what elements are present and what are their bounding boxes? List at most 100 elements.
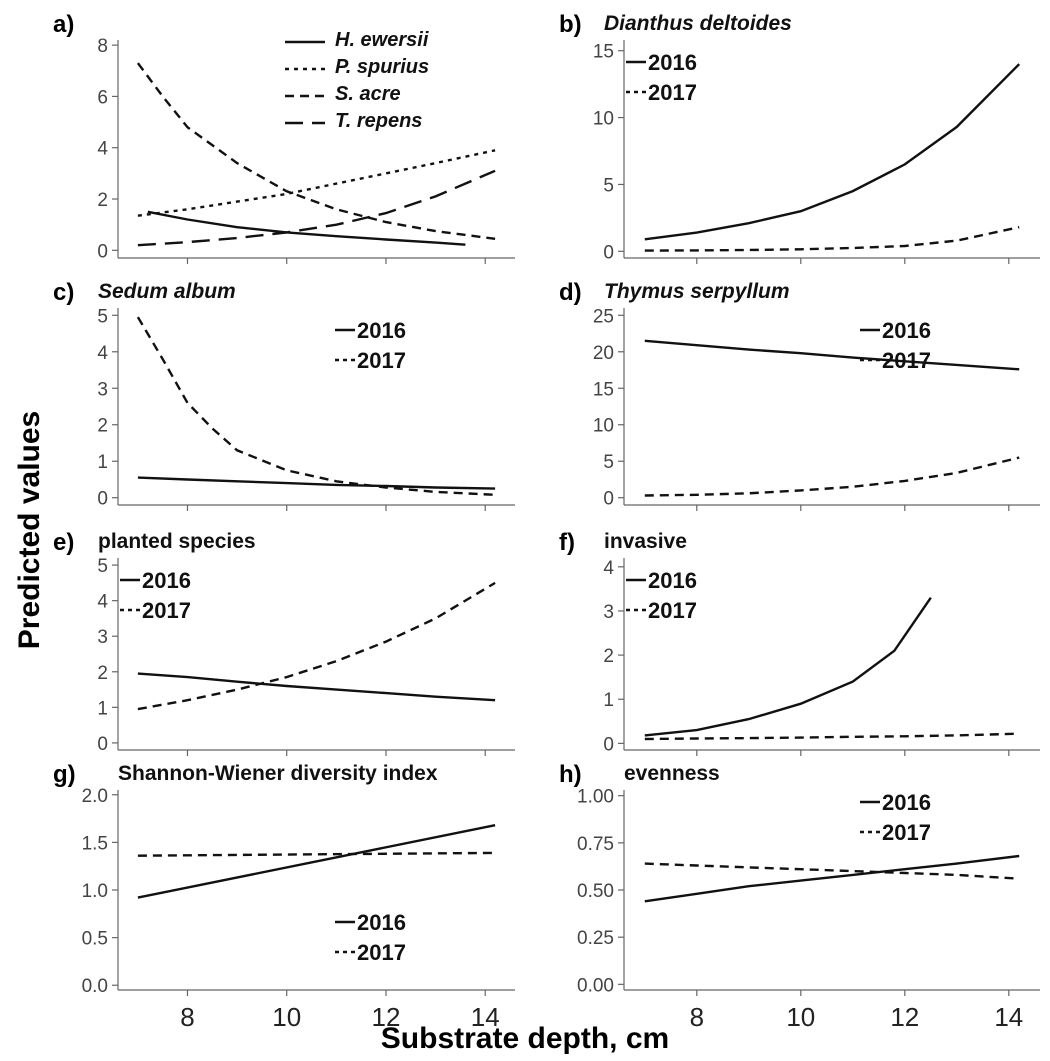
- series-line-2017: [137, 581, 496, 711]
- legend: 2016 2017: [335, 910, 406, 965]
- series-line-2017: [644, 732, 1020, 741]
- legend-label: 2017: [357, 348, 406, 373]
- y-tick-label: 8: [97, 36, 108, 57]
- x-tick-label: 14: [994, 1002, 1023, 1032]
- legend-label: 2017: [648, 598, 697, 623]
- legend-label: 2016: [142, 568, 191, 593]
- series-line-2016: [137, 672, 496, 702]
- series-line-2016: [137, 824, 496, 899]
- x-tick-label: 8: [180, 1002, 194, 1032]
- y-tick-label: 4: [97, 139, 108, 160]
- series-line-h-ewersii: [147, 210, 466, 246]
- legend-label: 2016: [357, 910, 406, 935]
- y-tick-label: 0: [97, 241, 108, 262]
- y-tick-label: 5: [97, 556, 108, 577]
- panel-title: evenness: [624, 762, 720, 785]
- y-tick-label: 20: [593, 343, 614, 364]
- y-tick-label: 5: [97, 306, 108, 327]
- x-tick-label: 14: [471, 1002, 500, 1032]
- legend-label: 2017: [648, 80, 697, 105]
- y-tick-label: 3: [97, 379, 108, 400]
- y-tick-label: 5: [603, 452, 614, 473]
- y-tick-label: 2: [97, 190, 108, 211]
- y-tick-label: 15: [593, 42, 614, 63]
- panel-d: 0 5 10 15 20 25 d) Thymus serpyllum 2016 2017: [559, 279, 1040, 511]
- series-line-p-spurius: [137, 149, 496, 217]
- panel-letter: f): [559, 529, 575, 556]
- panel-title: Shannon-Wiener diversity index: [118, 762, 438, 785]
- y-tick-label: 0: [603, 489, 614, 510]
- y-tick-label: 2.0: [82, 786, 108, 807]
- y-tick-label: 1.00: [577, 787, 614, 808]
- x-tick-label: 12: [372, 1002, 401, 1032]
- x-axis-label: Substrate depth, cm: [380, 1022, 670, 1055]
- x-tick-label: 10: [786, 1002, 815, 1032]
- y-tick-label: 0.0: [82, 976, 108, 997]
- series-line-2017: [644, 456, 1020, 497]
- panel-letter: a): [53, 11, 74, 38]
- panel-f: 0 1 2 3 4 f) invasive 2016 2017: [559, 529, 1040, 756]
- legend: 2016 2017: [335, 318, 406, 373]
- y-tick-label: 0.50: [577, 881, 614, 902]
- panel-title: planted species: [98, 530, 256, 553]
- series-line-s-acre: [136, 62, 496, 240]
- y-tick-label: 0.00: [577, 975, 614, 996]
- panel-e: 0 1 2 3 4 5 e) planted species 2016 2017: [53, 529, 515, 756]
- legend-label: 2016: [648, 568, 697, 593]
- y-tick-label: 2: [603, 646, 614, 667]
- legend-label: 2017: [882, 820, 931, 845]
- series-line-t-repens: [137, 169, 496, 247]
- y-tick-label: 0.25: [577, 928, 614, 949]
- legend-label: H. ewersii: [335, 29, 429, 51]
- x-tick-label: 8: [690, 1002, 704, 1032]
- legend-label: T. repens: [335, 110, 422, 132]
- y-tick-label: 0: [603, 242, 614, 263]
- legend-label: 2016: [357, 318, 406, 343]
- x-tick-label: 12: [890, 1002, 919, 1032]
- legend-label: 2016: [882, 318, 931, 343]
- panel-letter: e): [53, 529, 74, 556]
- y-tick-label: 10: [593, 109, 614, 130]
- panel-letter: d): [559, 279, 582, 306]
- series-line-2017: [136, 316, 496, 496]
- panel-h: 0.00 0.25 0.50 0.75 1.00 8 10 12 14 h) evenness 201…: [559, 761, 1040, 1032]
- y-tick-label: 4: [603, 558, 614, 579]
- panel-a: 0 2 4 6 8 a) H. ewersii P. spurius S. acre T. rep…: [53, 11, 515, 264]
- panel-letter: g): [53, 761, 76, 788]
- legend-label: P. spurius: [335, 56, 429, 78]
- y-tick-label: 1.5: [82, 833, 108, 854]
- legend-label: S. acre: [335, 83, 401, 105]
- panel-b: 0 5 10 15 b) Dianthus deltoides 2016 2017: [559, 11, 1040, 264]
- panel-title: Thymus serpyllum: [604, 280, 790, 303]
- panel-letter: b): [559, 11, 582, 38]
- series-line-2016: [644, 339, 1020, 371]
- panel-letter: h): [559, 761, 582, 788]
- legend-label: 2017: [357, 940, 406, 965]
- panel-title: Sedum album: [98, 280, 236, 303]
- y-tick-label: 5: [603, 175, 614, 196]
- series-line-2016: [644, 854, 1020, 903]
- panel-g: 0.0 0.5 1.0 1.5 2.0 8 10 12 14 g) Shannon-Wiener d…: [53, 761, 515, 1032]
- y-tick-label: 0.75: [577, 834, 614, 855]
- y-tick-label: 1: [603, 690, 614, 711]
- y-tick-label: 0.5: [82, 929, 108, 950]
- y-axis-label: Predicted values: [13, 410, 46, 650]
- y-tick-label: 15: [593, 379, 614, 400]
- panel-letter: c): [53, 279, 74, 306]
- y-tick-label: 0: [97, 734, 108, 755]
- legend-label: 2016: [648, 50, 697, 75]
- y-tick-label: 4: [97, 592, 108, 613]
- legend-label: 2016: [882, 790, 931, 815]
- legend: 2016 2017: [626, 50, 697, 105]
- series-line-2016: [644, 63, 1021, 241]
- y-tick-label: 10: [593, 416, 614, 437]
- y-tick-label: 2: [97, 663, 108, 684]
- y-tick-label: 1: [97, 452, 108, 473]
- y-tick-label: 0: [603, 734, 614, 755]
- legend: 2016 2017: [626, 568, 697, 623]
- legend: H. ewersii P. spurius S. acre T. repens: [285, 29, 429, 132]
- legend: 2016 2017: [860, 790, 931, 845]
- series-line-2017: [644, 862, 1020, 880]
- legend: 2016 2017: [860, 318, 931, 373]
- y-tick-label: 3: [97, 627, 108, 648]
